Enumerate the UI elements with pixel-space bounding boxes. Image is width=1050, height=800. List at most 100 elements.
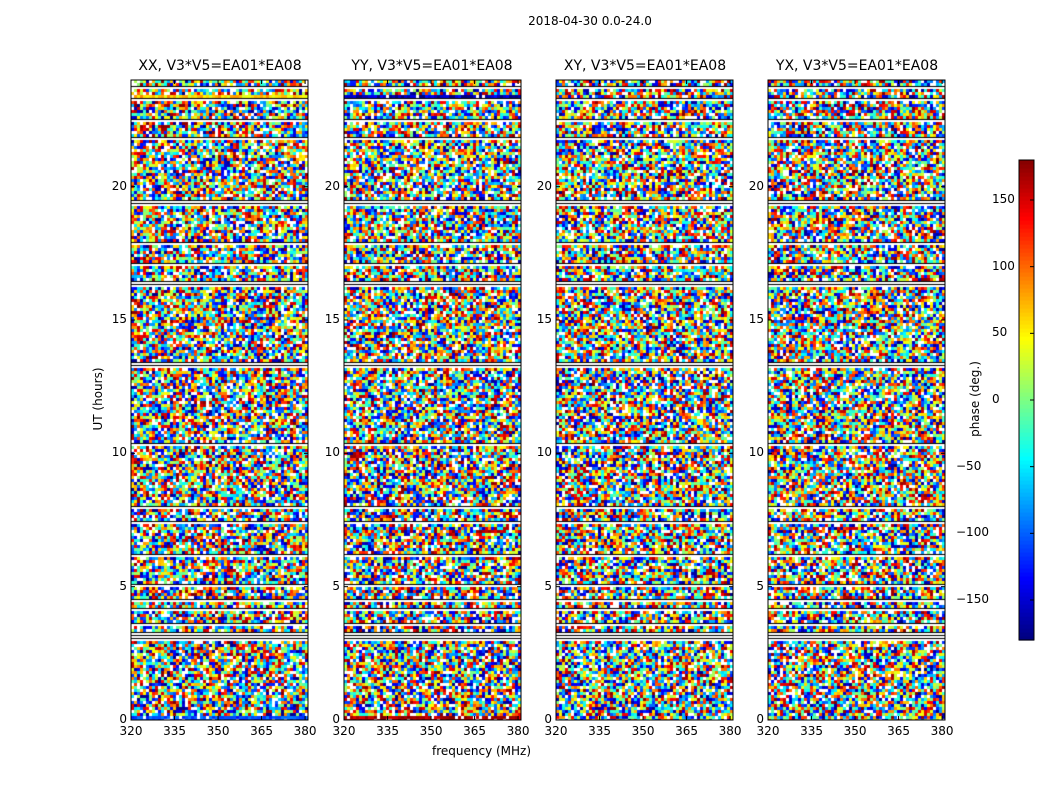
colorbar-segment [1019, 360, 1034, 365]
colorbar-segment [1019, 176, 1034, 181]
colorbar-tick-label: −100 [956, 525, 989, 540]
y-tick-label: 10 [536, 445, 552, 460]
panel-title-xy: XY, V3*V5=EA01*EA08 [563, 58, 727, 74]
colorbar-segment [1019, 540, 1034, 545]
colorbar-segment [1019, 536, 1034, 541]
y-tick-label: 0 [544, 712, 552, 726]
colorbar-segment [1019, 560, 1034, 565]
x-tick-label: 335 [376, 724, 399, 738]
x-tick-label: 320 [756, 724, 780, 738]
colorbar-segment [1019, 204, 1034, 209]
colorbar-segment [1019, 480, 1034, 485]
panel-yx [767, 79, 946, 721]
colorbar-segment [1019, 512, 1034, 517]
x-tick-label: 365 [463, 724, 487, 738]
colorbar-segment [1019, 564, 1034, 569]
colorbar-segment [1019, 336, 1034, 341]
y-tick-label: 20 [536, 178, 552, 193]
colorbar-segment [1019, 548, 1034, 553]
y-tick-label: 10 [324, 445, 340, 460]
colorbar-segment [1019, 284, 1034, 289]
y-tick-label: 10 [111, 445, 127, 460]
colorbar-segment [1019, 508, 1034, 513]
axes-frame [767, 79, 946, 721]
colorbar-segment [1019, 604, 1034, 609]
colorbar-segment [1019, 392, 1034, 397]
colorbar-segment [1019, 432, 1034, 437]
colorbar-segment [1019, 272, 1034, 277]
colorbar-segment [1019, 524, 1034, 529]
y-tick-label: 0 [332, 712, 340, 726]
colorbar-segment [1019, 476, 1034, 481]
colorbar-segment [1019, 308, 1034, 313]
colorbar-segment [1019, 196, 1034, 201]
colorbar-segment [1019, 612, 1034, 617]
y-tick-label: 20 [111, 178, 127, 193]
y-tick-label: 0 [119, 712, 127, 726]
colorbar-segment [1019, 304, 1034, 309]
colorbar-segment [1019, 380, 1034, 385]
colorbar-segment [1019, 496, 1034, 501]
colorbar-segment [1019, 356, 1034, 361]
colorbar-segment [1019, 172, 1034, 177]
colorbar-segment [1019, 408, 1034, 413]
figure-suptitle: 2018-04-30 0.0-24.0 [528, 14, 652, 28]
colorbar-segment [1019, 224, 1034, 229]
colorbar-segment [1019, 340, 1034, 345]
colorbar-segment [1019, 240, 1034, 245]
x-tick-label: 380 [293, 724, 317, 738]
axes-frame [343, 79, 522, 721]
y-tick-label: 0 [756, 712, 764, 726]
colorbar-segment [1019, 292, 1034, 297]
x-tick-label: 365 [675, 724, 699, 738]
colorbar-segment [1019, 348, 1034, 353]
colorbar-segment [1019, 588, 1034, 593]
y-tick-label: 10 [748, 445, 764, 460]
phase-heatmap-yx [768, 80, 945, 720]
colorbar-tick-label: 150 [992, 192, 1015, 206]
colorbar-segment [1019, 576, 1034, 581]
colorbar-segment [1019, 168, 1034, 173]
colorbar-tick-label: 50 [992, 325, 1008, 340]
x-tick-label: 350 [631, 724, 655, 738]
colorbar-segment [1019, 296, 1034, 301]
colorbar-segment [1019, 592, 1034, 597]
x-tick-label: 335 [800, 724, 823, 738]
colorbar-segment [1019, 268, 1034, 273]
colorbar-segment [1019, 384, 1034, 389]
colorbar-segment [1019, 332, 1034, 337]
phase-heatmap-xx [131, 80, 308, 720]
colorbar-segment [1019, 624, 1034, 629]
colorbar-segment [1019, 200, 1034, 205]
y-tick-label: 20 [748, 178, 764, 193]
colorbar-segment [1019, 180, 1034, 185]
colorbar-segment [1019, 492, 1034, 497]
x-tick-label: 380 [718, 724, 742, 738]
colorbar-segment [1019, 568, 1034, 573]
colorbar-segment [1019, 396, 1034, 401]
colorbar-tick-label: −150 [956, 592, 989, 606]
colorbar-segment [1019, 236, 1034, 241]
colorbar-segment [1019, 388, 1034, 393]
colorbar-segment [1019, 488, 1034, 493]
colorbar-segment [1019, 252, 1034, 257]
colorbar-segment [1019, 572, 1034, 577]
colorbar-segment [1019, 600, 1034, 605]
colorbar-segment [1019, 504, 1034, 509]
colorbar-segment [1019, 248, 1034, 253]
x-axis-label: frequency (MHz) [432, 744, 532, 758]
axes-frame [555, 79, 734, 721]
colorbar-segment [1019, 352, 1034, 357]
colorbar-segment [1019, 184, 1034, 189]
colorbar-segment [1019, 484, 1034, 489]
colorbar-segment [1019, 448, 1034, 453]
y-tick-label: 5 [756, 578, 764, 593]
colorbar-tick-label: 0 [992, 392, 1000, 406]
y-tick-label: 5 [544, 578, 552, 593]
colorbar-label: phase (deg.) [968, 361, 982, 437]
colorbar-segment [1019, 244, 1034, 249]
colorbar-segment [1019, 316, 1034, 321]
colorbar-segment [1019, 280, 1034, 285]
x-tick-label: 320 [332, 724, 356, 738]
